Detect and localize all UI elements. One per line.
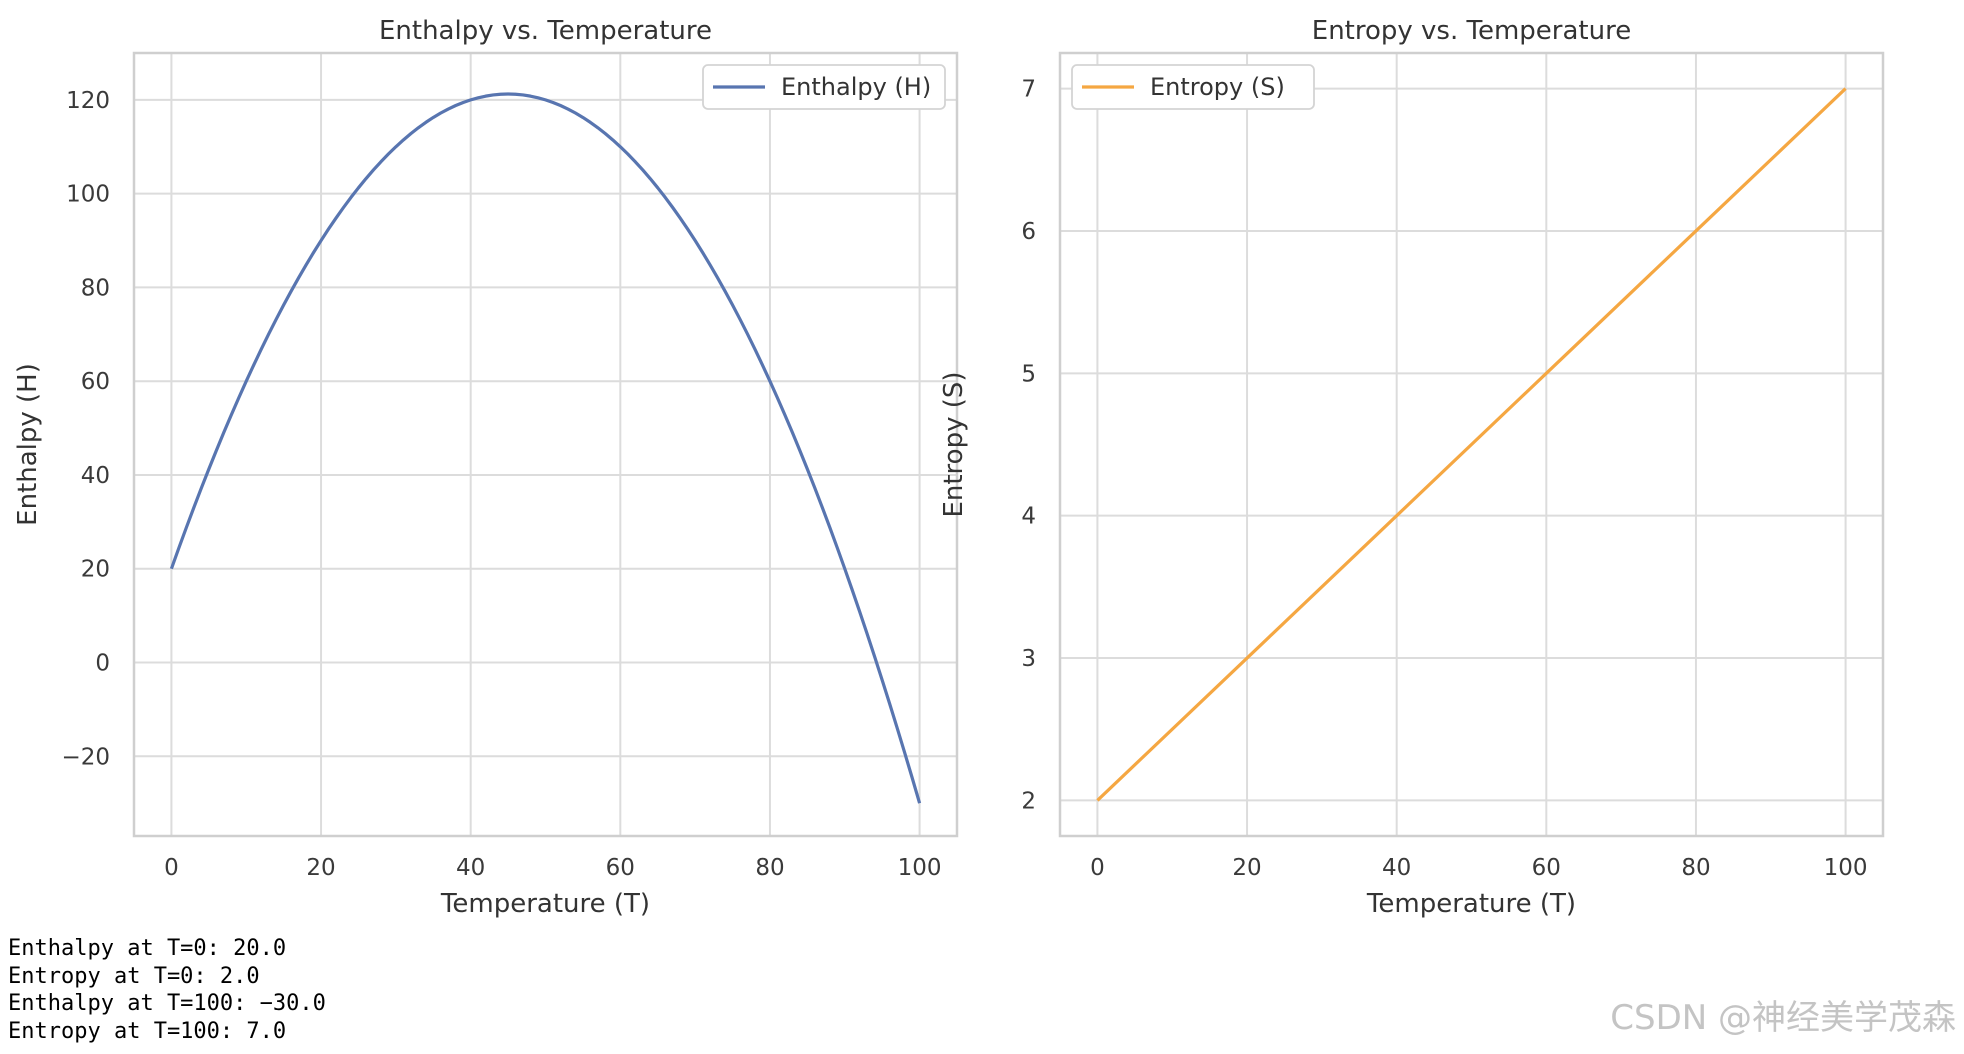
console-line: Enthalpy at T=100: −30.0 bbox=[8, 991, 326, 1016]
console-line: Entropy at T=100: 7.0 bbox=[8, 1018, 287, 1044]
y-tick-label: 5 bbox=[1021, 361, 1036, 387]
x-tick-label: 20 bbox=[306, 855, 335, 881]
x-tick-label: 100 bbox=[1824, 855, 1868, 881]
console-output: Enthalpy at T=0: 20.0 Entropy at T=0: 2.… bbox=[8, 935, 326, 1045]
x-tick-label: 60 bbox=[1532, 855, 1561, 881]
y-tick-label: 6 bbox=[1021, 219, 1036, 245]
x-tick-label: 80 bbox=[1681, 855, 1710, 881]
legend-box bbox=[702, 64, 946, 110]
y-tick-label: −20 bbox=[61, 744, 110, 770]
y-tick-label: 80 bbox=[81, 275, 110, 301]
legend: Entropy (S) bbox=[1071, 64, 1315, 110]
legend-label: Entropy (S) bbox=[1150, 73, 1285, 101]
y-tick-label: 4 bbox=[1021, 504, 1036, 530]
x-axis-label: Temperature (T) bbox=[1366, 889, 1576, 919]
y-axis-label: Entropy (S) bbox=[939, 371, 969, 517]
legend: Enthalpy (H) bbox=[702, 64, 946, 110]
y-tick-label: 40 bbox=[81, 463, 110, 489]
x-tick-label: 40 bbox=[456, 855, 485, 881]
x-tick-label: 0 bbox=[1090, 855, 1105, 881]
y-tick-label: 100 bbox=[66, 182, 110, 208]
y-tick-label: 3 bbox=[1021, 646, 1036, 672]
chart-title: Enthalpy vs. Temperature bbox=[379, 16, 712, 46]
series-line bbox=[1096, 87, 1847, 802]
legend-box bbox=[1071, 64, 1315, 110]
watermark: CSDN @神经美学茂森 bbox=[1610, 998, 1956, 1038]
y-tick-label: 20 bbox=[81, 557, 110, 583]
y-tick-label: 0 bbox=[95, 651, 110, 677]
console-line: Enthalpy at T=0: 20.0 bbox=[8, 936, 287, 961]
plot-frame bbox=[132, 51, 959, 838]
y-axis-label: Enthalpy (H) bbox=[13, 363, 43, 526]
x-tick-label: 80 bbox=[755, 855, 784, 881]
y-tick-label: 2 bbox=[1021, 788, 1036, 814]
chart-panel-1: 0 20 40 60 80 100 −20 0 20 40 60 80 100 120 Enthalpy v… bbox=[13, 16, 959, 919]
y-tick-label: 120 bbox=[66, 88, 110, 114]
x-tick-label: 20 bbox=[1232, 855, 1261, 881]
y-tick-label: 60 bbox=[81, 369, 110, 395]
chart-title: Entropy vs. Temperature bbox=[1312, 16, 1631, 46]
plot-frame bbox=[1058, 51, 1885, 838]
x-tick-label: 0 bbox=[164, 855, 179, 881]
x-tick-label: 60 bbox=[606, 855, 635, 881]
series-line bbox=[169, 92, 922, 804]
chart-panel-2: 0 20 40 60 80 100 2 3 4 5 6 7 Entropy vs. Temperatur… bbox=[939, 16, 1885, 919]
legend-label: Enthalpy (H) bbox=[781, 73, 931, 101]
x-axis-label: Temperature (T) bbox=[440, 889, 650, 919]
x-tick-label: 100 bbox=[898, 855, 942, 881]
console-line: Entropy at T=0: 2.0 bbox=[8, 963, 260, 989]
y-tick-label: 7 bbox=[1021, 77, 1036, 103]
x-tick-label: 40 bbox=[1382, 855, 1411, 881]
